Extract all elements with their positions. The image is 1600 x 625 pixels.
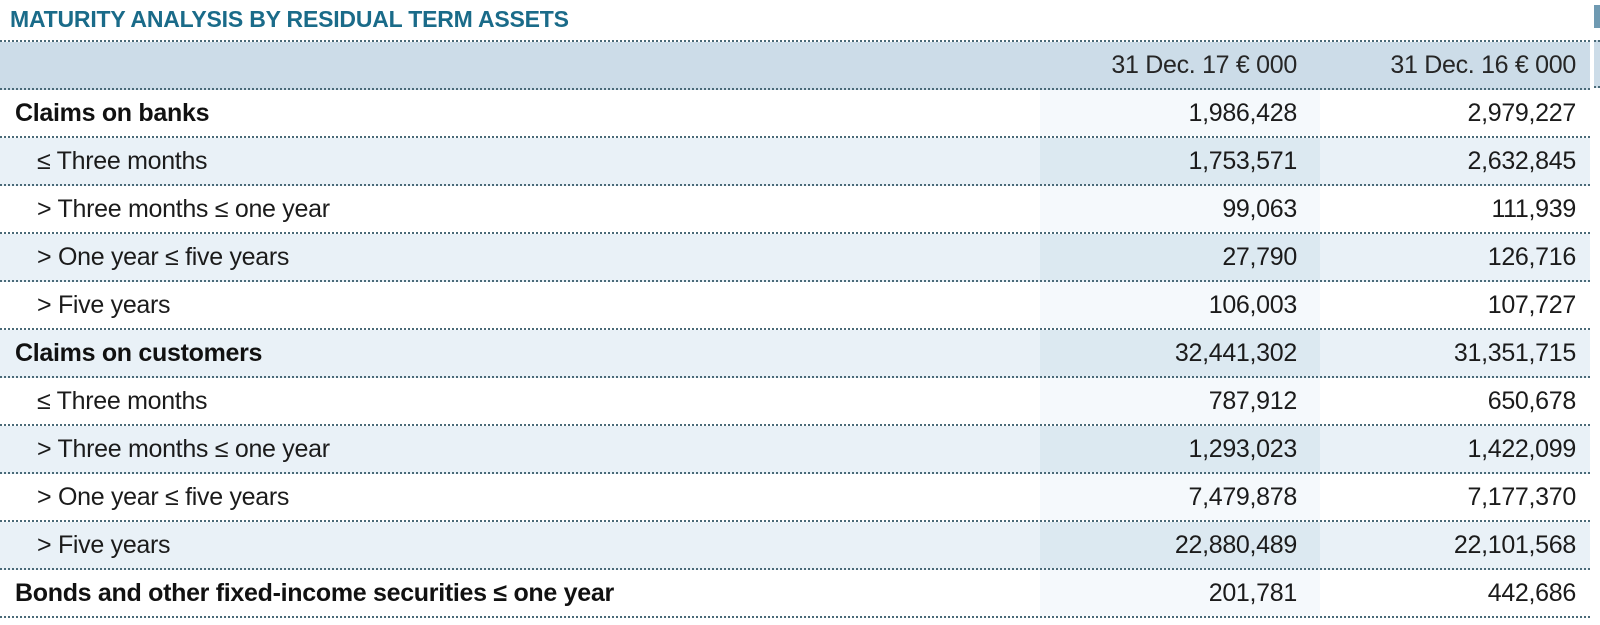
value-2016: 31,351,715 <box>1453 339 1576 367</box>
value-2017: 7,479,878 <box>1040 474 1320 520</box>
value-2017: 787,912 <box>1040 378 1320 424</box>
value-2017: 1,293,023 <box>1040 426 1320 472</box>
column-header-2016: 31 Dec. 16 € 000 <box>1390 51 1576 79</box>
row-label: > Five years <box>37 531 171 559</box>
value-2017: 1,753,571 <box>1040 138 1320 184</box>
table-row: > Three months ≤ one year 99,063 111,939 <box>0 186 1590 234</box>
table-row: > Three months ≤ one year 1,293,023 1,42… <box>0 426 1590 474</box>
adjacent-header-fragment <box>1594 40 1600 88</box>
table-row: > Five years 22,880,489 22,101,568 <box>0 522 1590 570</box>
row-label: ≤ Three months <box>37 147 208 175</box>
value-2016: 7,177,370 <box>1467 483 1576 511</box>
value-2016: 1,422,099 <box>1467 435 1576 463</box>
value-2016: 111,939 <box>1491 195 1576 223</box>
column-header-label <box>0 42 1040 88</box>
table-header-row: 31 Dec. 17 € 000 31 Dec. 16 € 000 <box>0 42 1590 90</box>
value-2016: 650,678 <box>1487 387 1577 415</box>
maturity-table: 31 Dec. 17 € 000 31 Dec. 16 € 000 Claims… <box>0 40 1590 618</box>
table-row: > Five years 106,003 107,727 <box>0 282 1590 330</box>
page-title: MATURITY ANALYSIS BY RESIDUAL TERM ASSET… <box>10 6 569 32</box>
value-2016: 22,101,568 <box>1453 531 1576 559</box>
row-label: > One year ≤ five years <box>37 243 290 271</box>
row-label: Claims on banks <box>15 99 210 127</box>
adjacent-content-fragment <box>1594 0 1600 625</box>
row-label: Bonds and other fixed-income securities … <box>15 579 614 607</box>
table-row: > One year ≤ five years 27,790 126,716 <box>0 234 1590 282</box>
row-label: > Three months ≤ one year <box>37 195 330 223</box>
column-header-2017: 31 Dec. 17 € 000 <box>1111 51 1297 79</box>
row-label: ≤ Three months <box>37 387 208 415</box>
table-row-claims-on-banks: Claims on banks 1,986,428 2,979,227 <box>0 90 1590 138</box>
value-2017: 106,003 <box>1040 282 1320 328</box>
value-2017: 27,790 <box>1040 234 1320 280</box>
value-2017: 32,441,302 <box>1040 330 1320 376</box>
value-2017: 1,986,428 <box>1040 90 1320 136</box>
row-label: > One year ≤ five years <box>37 483 290 511</box>
value-2016: 126,716 <box>1487 243 1577 271</box>
row-label: > Three months ≤ one year <box>37 435 330 463</box>
value-2016: 442,686 <box>1487 579 1577 607</box>
table-row: > One year ≤ five years 7,479,878 7,177,… <box>0 474 1590 522</box>
value-2017: 22,880,489 <box>1040 522 1320 568</box>
table-row: ≤ Three months 787,912 650,678 <box>0 378 1590 426</box>
row-label: > Five years <box>37 291 171 319</box>
table-row-claims-on-customers: Claims on customers 32,441,302 31,351,71… <box>0 330 1590 378</box>
adjacent-title-fragment <box>1594 5 1600 28</box>
value-2016: 107,727 <box>1487 291 1577 319</box>
table-row: ≤ Three months 1,753,571 2,632,845 <box>0 138 1590 186</box>
value-2016: 2,979,227 <box>1467 99 1576 127</box>
value-2017: 99,063 <box>1040 186 1320 232</box>
row-label: Claims on customers <box>15 339 263 367</box>
value-2016: 2,632,845 <box>1467 147 1576 175</box>
table-row-bonds: Bonds and other fixed-income securities … <box>0 570 1590 618</box>
value-2017: 201,781 <box>1040 570 1320 616</box>
